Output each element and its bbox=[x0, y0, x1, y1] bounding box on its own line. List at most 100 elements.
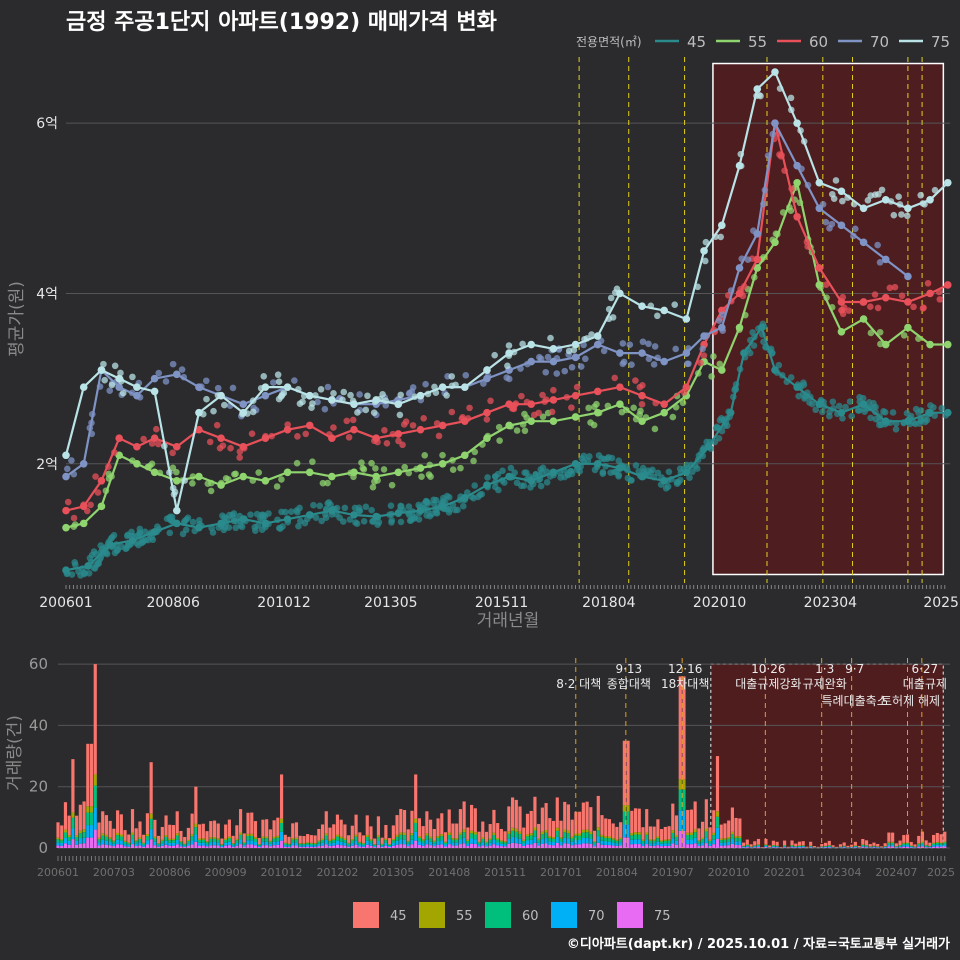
volume-bar bbox=[466, 839, 470, 842]
scatter-point bbox=[259, 514, 266, 522]
volume-bar bbox=[570, 838, 574, 842]
volume-bar bbox=[60, 840, 64, 844]
series-point-45 bbox=[638, 472, 646, 481]
volume-bar bbox=[436, 841, 440, 846]
scatter-point bbox=[892, 426, 900, 433]
volume-bar bbox=[116, 835, 120, 840]
series-point-75 bbox=[904, 204, 912, 213]
volume-bar bbox=[600, 836, 604, 841]
volume-bar bbox=[712, 832, 716, 836]
scatter-point bbox=[503, 374, 511, 381]
volume-bar bbox=[119, 844, 123, 848]
volume-bar bbox=[339, 845, 343, 848]
series-point-60 bbox=[815, 264, 824, 272]
scatter-point bbox=[368, 506, 375, 514]
volume-bar bbox=[320, 845, 325, 848]
scatter-point bbox=[632, 377, 639, 384]
volume-bar bbox=[63, 843, 68, 848]
volume-bar bbox=[283, 843, 287, 846]
volume-bar bbox=[227, 838, 231, 842]
volume-bar bbox=[67, 835, 71, 837]
volume-bar bbox=[373, 844, 377, 845]
volume-bar bbox=[902, 845, 906, 847]
scatter-point bbox=[293, 507, 300, 514]
y-tick-label: 6억 bbox=[36, 116, 58, 132]
volume-bar bbox=[734, 837, 738, 842]
scatter-point bbox=[278, 508, 285, 516]
volume-bar bbox=[637, 808, 641, 833]
volume-bar bbox=[831, 845, 835, 847]
volume-bar bbox=[648, 843, 653, 846]
volume-bar bbox=[183, 843, 187, 845]
volume-bar bbox=[712, 839, 716, 845]
volume-bar bbox=[756, 847, 761, 848]
volume-bar bbox=[611, 845, 615, 848]
volume-bar bbox=[235, 845, 239, 848]
volume-bar bbox=[533, 796, 537, 828]
scatter-point bbox=[632, 462, 640, 469]
volume-bar bbox=[499, 843, 503, 847]
volume-bar bbox=[727, 838, 731, 842]
volume-bar bbox=[112, 843, 116, 847]
volume-bar bbox=[198, 842, 202, 846]
series-point-45 bbox=[527, 477, 536, 485]
series-point-60 bbox=[460, 417, 469, 425]
scatter-point bbox=[923, 416, 931, 424]
volume-bar bbox=[533, 842, 537, 848]
scatter-point bbox=[317, 385, 325, 393]
volume-bar bbox=[686, 835, 690, 840]
volume-bar bbox=[93, 829, 97, 848]
volume-bar bbox=[499, 846, 503, 848]
volume-bar bbox=[730, 831, 734, 835]
volume-bar bbox=[704, 837, 708, 844]
volume-bar bbox=[123, 844, 127, 847]
volume-bar bbox=[637, 844, 641, 848]
volume-bar bbox=[365, 844, 369, 848]
x-tick-label: 201511 bbox=[484, 866, 526, 879]
volume-bar bbox=[116, 832, 120, 836]
volume-bar bbox=[294, 822, 299, 838]
volume-bar bbox=[719, 838, 723, 841]
volume-bar bbox=[935, 832, 939, 842]
volume-bar bbox=[481, 839, 485, 843]
scatter-point bbox=[828, 220, 836, 228]
scatter-point bbox=[295, 522, 302, 530]
scatter-point bbox=[119, 389, 127, 397]
scatter-point bbox=[238, 523, 246, 531]
volume-bar bbox=[663, 839, 667, 841]
volume-bar bbox=[451, 839, 455, 843]
series-point-45 bbox=[726, 408, 735, 417]
scatter-point bbox=[221, 401, 228, 409]
volume-bar bbox=[130, 809, 135, 833]
scatter-point bbox=[375, 518, 383, 526]
volume-bar bbox=[611, 842, 615, 846]
volume-bar bbox=[600, 815, 604, 835]
volume-bar bbox=[771, 846, 775, 848]
volume-bar bbox=[797, 841, 802, 846]
volume-bar bbox=[641, 839, 645, 841]
volume-bar bbox=[470, 833, 474, 839]
scatter-point bbox=[867, 329, 875, 337]
scatter-point bbox=[423, 512, 430, 519]
policy-label: 규제완화 bbox=[803, 677, 847, 691]
volume-bar bbox=[782, 840, 787, 846]
volume-bar bbox=[399, 844, 403, 848]
volume-bar bbox=[216, 823, 220, 839]
scatter-point bbox=[635, 467, 643, 475]
volume-bar bbox=[242, 846, 246, 848]
volume-bar bbox=[477, 846, 481, 848]
volume-bar bbox=[585, 829, 589, 833]
volume-bar bbox=[939, 846, 943, 848]
volume-bar bbox=[283, 845, 287, 847]
volume-bar bbox=[838, 844, 843, 847]
scatter-point bbox=[717, 233, 725, 241]
volume-bar bbox=[168, 845, 172, 848]
volume-bar bbox=[529, 839, 533, 845]
volume-bar bbox=[209, 838, 213, 843]
series-point-45 bbox=[771, 366, 779, 374]
volume-bar bbox=[183, 836, 187, 844]
scatter-point bbox=[535, 409, 542, 417]
series-point-75 bbox=[717, 221, 726, 230]
volume-bar bbox=[179, 846, 183, 848]
volume-bar bbox=[563, 832, 567, 838]
